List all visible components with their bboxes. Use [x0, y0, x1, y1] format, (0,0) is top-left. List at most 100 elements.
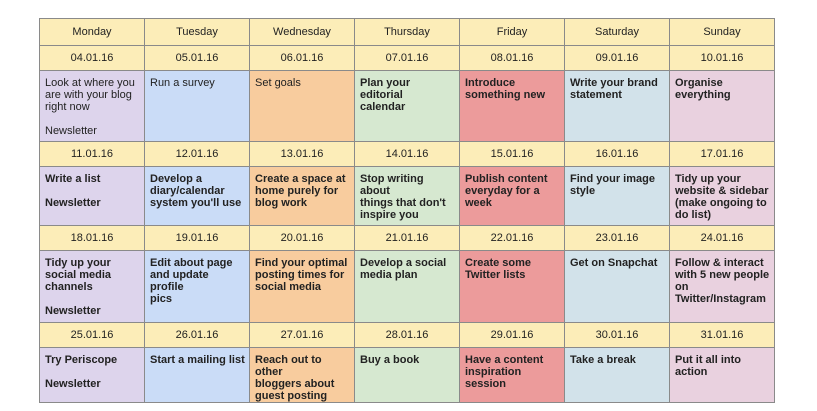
date-cell[interactable]: 17.01.16 [669, 141, 775, 167]
task-text: Follow & interact with 5 new people on T… [675, 257, 770, 305]
task-cell[interactable]: Write your brand statement [564, 70, 670, 142]
task-text: Start a mailing list [150, 354, 245, 366]
day-header-saturday: Saturday [564, 18, 670, 46]
date-row: 11.01.16 12.01.16 13.01.16 14.01.16 15.01.16… [39, 141, 775, 167]
task-cell[interactable]: Set goals [249, 70, 355, 142]
date-cell[interactable]: 06.01.16 [249, 45, 355, 71]
task-row: Tidy up your social media channels Newsle… [39, 250, 775, 323]
day-header-wednesday: Wednesday [249, 18, 355, 46]
date-cell[interactable]: 21.01.16 [354, 225, 460, 251]
task-cell[interactable]: Tidy up your website & sidebar (make ong… [669, 166, 775, 226]
task-note: Newsletter [45, 125, 97, 137]
day-header-sunday: Sunday [669, 18, 775, 46]
date-cell[interactable]: 23.01.16 [564, 225, 670, 251]
task-cell[interactable]: Create a space at home purely for blog w… [249, 166, 355, 226]
date-cell[interactable]: 10.01.16 [669, 45, 775, 71]
task-cell[interactable]: Follow & interact with 5 new people on T… [669, 250, 775, 323]
task-text: Take a break [570, 354, 636, 366]
task-cell[interactable]: Create some Twitter lists [459, 250, 565, 323]
task-cell[interactable]: Develop a social media plan [354, 250, 460, 323]
day-header-tuesday: Tuesday [144, 18, 250, 46]
task-row: Look at where you are with your blog rig… [39, 70, 775, 142]
day-header-friday: Friday [459, 18, 565, 46]
task-row: Write a list Newsletter Develop a diary/ca… [39, 166, 775, 226]
task-cell[interactable]: Edit about page and update profile pics [144, 250, 250, 323]
task-cell[interactable]: Get on Snapchat [564, 250, 670, 323]
task-text: Try Periscope [45, 354, 118, 366]
task-text: Develop a diary/calendar system you'll u… [150, 173, 242, 209]
task-text: Plan your editorial calendar [360, 77, 411, 113]
date-cell[interactable]: 14.01.16 [354, 141, 460, 167]
task-note: Newsletter [45, 305, 101, 317]
date-cell[interactable]: 22.01.16 [459, 225, 565, 251]
task-text: Publish content everyday for a week [465, 173, 548, 209]
date-cell[interactable]: 29.01.16 [459, 322, 565, 348]
calendar-grid: Monday Tuesday Wednesday Thursday Friday… [39, 18, 775, 403]
date-cell[interactable]: 27.01.16 [249, 322, 355, 348]
task-cell[interactable]: Develop a diary/calendar system you'll u… [144, 166, 250, 226]
task-cell[interactable]: Have a content inspiration session [459, 347, 565, 403]
date-cell[interactable]: 07.01.16 [354, 45, 460, 71]
date-cell[interactable]: 20.01.16 [249, 225, 355, 251]
date-cell[interactable]: 04.01.16 [39, 45, 145, 71]
date-row: 18.01.16 19.01.16 20.01.16 21.01.16 22.01.16… [39, 225, 775, 251]
date-cell[interactable]: 31.01.16 [669, 322, 775, 348]
date-cell[interactable]: 18.01.16 [39, 225, 145, 251]
task-text: Tidy up your website & sidebar (make ong… [675, 173, 769, 221]
task-cell[interactable]: Take a break [564, 347, 670, 403]
task-cell[interactable]: Run a survey [144, 70, 250, 142]
task-cell[interactable]: Introduce something new [459, 70, 565, 142]
date-cell[interactable]: 11.01.16 [39, 141, 145, 167]
task-text: Have a content inspiration session [465, 354, 544, 390]
date-cell[interactable]: 13.01.16 [249, 141, 355, 167]
task-cell[interactable]: Look at where you are with your blog rig… [39, 70, 145, 142]
date-cell[interactable]: 09.01.16 [564, 45, 670, 71]
date-cell[interactable]: 16.01.16 [564, 141, 670, 167]
task-text: Introduce something new [465, 77, 546, 101]
task-cell[interactable]: Write a list Newsletter [39, 166, 145, 226]
task-text: Find your optimal posting times for soci… [255, 257, 348, 293]
date-row: 04.01.16 05.01.16 06.01.16 07.01.16 08.01.16… [39, 45, 775, 71]
task-text: Set goals [255, 77, 301, 89]
task-text: Look at where you are with your blog rig… [45, 77, 135, 113]
task-cell[interactable]: Put it all into action [669, 347, 775, 403]
task-text: Organise everything [675, 77, 731, 101]
task-cell[interactable]: Publish content everyday for a week [459, 166, 565, 226]
task-text: Develop a social media plan [360, 257, 447, 281]
task-cell[interactable]: Try Periscope Newsletter [39, 347, 145, 403]
date-cell[interactable]: 30.01.16 [564, 322, 670, 348]
task-cell[interactable]: Plan your editorial calendar [354, 70, 460, 142]
task-text: Edit about page and update profile pics [150, 257, 233, 305]
task-cell[interactable]: Organise everything [669, 70, 775, 142]
task-text: Get on Snapchat [570, 257, 658, 269]
task-text: Tidy up your social media channels [45, 257, 112, 293]
task-cell[interactable]: Tidy up your social media channels Newsle… [39, 250, 145, 323]
task-text: Buy a book [360, 354, 420, 366]
date-cell[interactable]: 25.01.16 [39, 322, 145, 348]
task-cell[interactable]: Find your optimal posting times for soci… [249, 250, 355, 323]
date-cell[interactable]: 19.01.16 [144, 225, 250, 251]
task-text: Find your image style [570, 173, 655, 197]
day-header-row: Monday Tuesday Wednesday Thursday Friday… [39, 18, 775, 46]
task-note: Newsletter [45, 197, 101, 209]
day-header-thursday: Thursday [354, 18, 460, 46]
date-cell[interactable]: 15.01.16 [459, 141, 565, 167]
task-cell[interactable]: Stop writing about things that don't ins… [354, 166, 460, 226]
task-text: Reach out to other bloggers about guest … [255, 354, 335, 402]
date-cell[interactable]: 08.01.16 [459, 45, 565, 71]
date-cell[interactable]: 26.01.16 [144, 322, 250, 348]
task-cell[interactable]: Find your image style [564, 166, 670, 226]
date-cell[interactable]: 24.01.16 [669, 225, 775, 251]
task-text: Write a list [45, 173, 101, 185]
task-note: Newsletter [45, 378, 101, 390]
date-cell[interactable]: 28.01.16 [354, 322, 460, 348]
task-text: Create a space at home purely for blog w… [255, 173, 346, 209]
task-text: Create some Twitter lists [465, 257, 532, 281]
task-text: Stop writing about things that don't ins… [360, 173, 446, 221]
task-cell[interactable]: Start a mailing list [144, 347, 250, 403]
date-cell[interactable]: 05.01.16 [144, 45, 250, 71]
task-cell[interactable]: Buy a book [354, 347, 460, 403]
task-cell[interactable]: Reach out to other bloggers about guest … [249, 347, 355, 403]
date-cell[interactable]: 12.01.16 [144, 141, 250, 167]
task-row: Try Periscope Newsletter Start a mailing l… [39, 347, 775, 403]
